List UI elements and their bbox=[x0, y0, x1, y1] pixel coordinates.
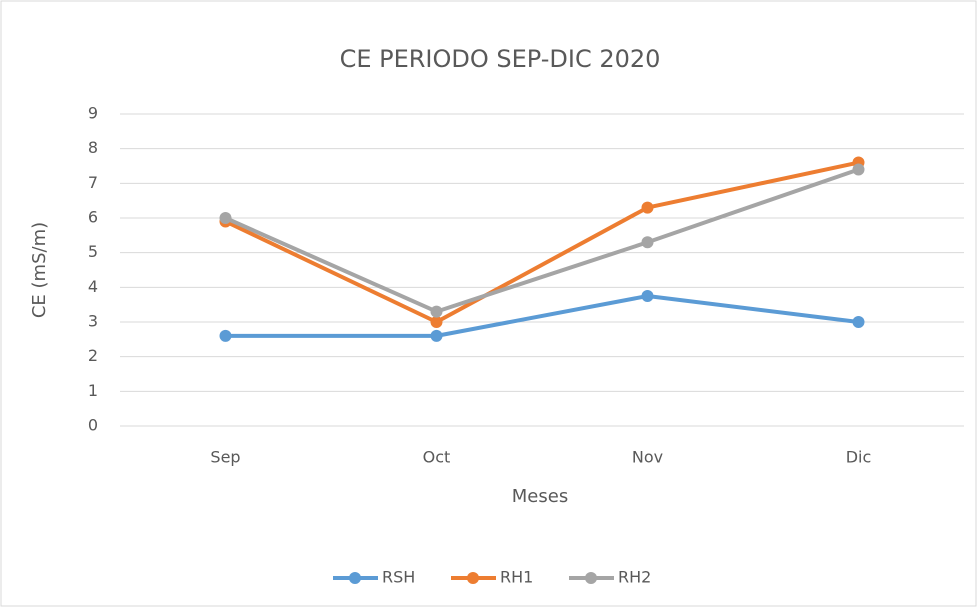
series-line bbox=[225, 294, 859, 338]
y-tick-label: 3 bbox=[88, 312, 98, 331]
y-axis-label: CE (mS/m) bbox=[29, 222, 50, 318]
x-tick-label: Dic bbox=[846, 448, 872, 467]
legend-marker bbox=[585, 572, 597, 584]
x-tick-label: Nov bbox=[632, 448, 663, 467]
y-tick-label: 1 bbox=[88, 381, 98, 400]
data-point bbox=[641, 201, 654, 214]
legend-label: RH1 bbox=[500, 568, 533, 587]
y-tick-label: 8 bbox=[88, 138, 98, 157]
data-point bbox=[641, 236, 654, 249]
data-point bbox=[430, 316, 443, 328]
chart-title: CE PERIODO SEP-DIC 2020 bbox=[340, 45, 661, 73]
data-point bbox=[852, 163, 865, 176]
data-point bbox=[852, 316, 865, 328]
y-tick-label: 0 bbox=[88, 416, 98, 435]
legend-label: RSH bbox=[382, 568, 415, 587]
data-point bbox=[219, 329, 232, 342]
y-tick-label: 2 bbox=[88, 346, 98, 365]
series-line bbox=[224, 167, 860, 314]
y-tick-label: 4 bbox=[88, 277, 98, 296]
data-point bbox=[430, 329, 443, 342]
legend-label: RH2 bbox=[618, 568, 651, 587]
data-point bbox=[219, 212, 232, 224]
y-tick-label: 6 bbox=[88, 208, 98, 227]
series-line bbox=[224, 160, 859, 324]
legend-marker bbox=[349, 572, 361, 584]
y-tick-label: 7 bbox=[88, 173, 98, 192]
y-tick-label: 5 bbox=[88, 242, 98, 261]
x-axis-label: Meses bbox=[512, 486, 568, 507]
x-tick-label: Sep bbox=[210, 448, 240, 467]
legend-marker bbox=[467, 572, 479, 584]
data-point bbox=[641, 290, 654, 302]
x-tick-label: Oct bbox=[423, 448, 451, 467]
data-point bbox=[430, 305, 443, 318]
y-tick-label: 9 bbox=[88, 104, 98, 123]
